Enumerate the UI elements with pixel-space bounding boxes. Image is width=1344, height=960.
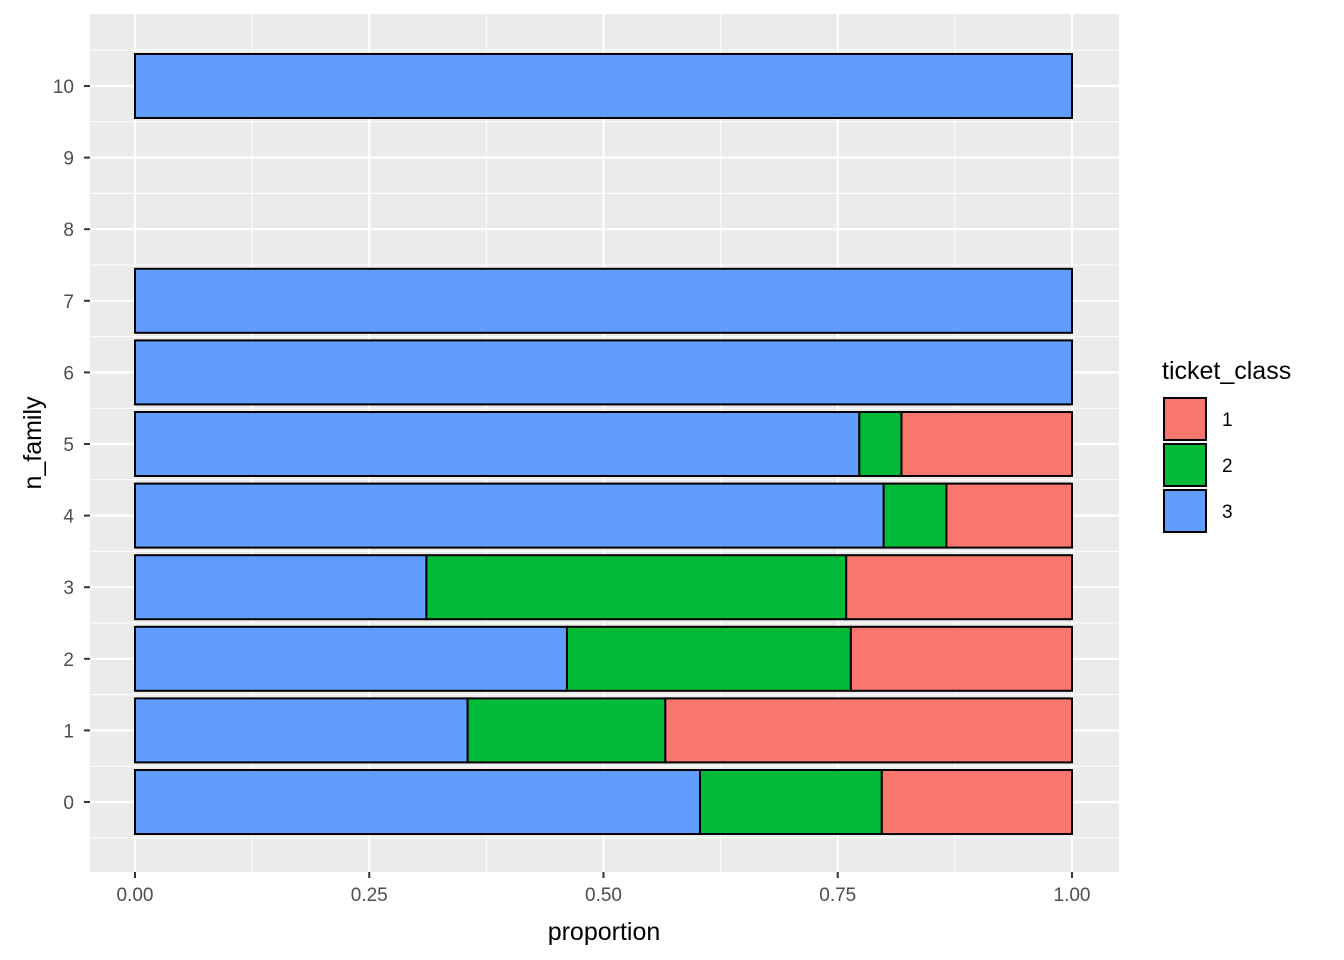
y-tick-label: 10 [53,77,74,98]
legend-title: ticket_class [1162,357,1291,385]
legend-label: 1 [1222,410,1233,431]
x-tick-label: 0.00 [117,885,154,906]
y-tick-label: 3 [63,578,74,599]
x-axis: 0.00 0.25 0.50 0.75 1.00 [117,872,1091,906]
bar-segment-class-3-family-0 [134,769,702,835]
x-tick-label: 1.00 [1054,885,1091,906]
bar-segment-class-3-family-3 [134,554,428,621]
bar-segment-class-2-family-0 [699,769,883,835]
y-axis: 0 1 2 3 4 5 6 7 8 9 10 [53,77,90,814]
legend-key-3 [1163,489,1207,533]
y-tick-label: 4 [63,507,74,528]
y-tick-label: 6 [63,363,74,384]
bar-segment-class-2-family-3 [425,554,848,621]
bar-segment-class-1-family-2 [849,625,1073,692]
legend-label: 2 [1222,456,1233,477]
x-tick-label: 0.50 [585,885,622,906]
bar-segment-class-3-family-6 [134,339,1073,406]
x-axis-title: proportion [548,918,661,946]
legend: ticket_class 1 2 3 [1162,357,1291,533]
bars [134,53,1074,835]
bar-segment-class-2-family-1 [466,697,667,764]
bar-segment-class-1-family-1 [664,697,1073,764]
y-tick-label: 7 [63,292,74,313]
y-tick-label: 0 [63,793,74,814]
bar-segment-class-1-family-5 [900,411,1073,477]
bar-segment-class-3-family-5 [134,411,861,477]
bar-segment-class-3-family-2 [134,625,568,692]
bar-segment-class-2-family-2 [565,625,852,692]
bar-segment-class-2-family-5 [858,411,903,477]
legend-key-1 [1163,397,1207,441]
bar-segment-class-3-family-7 [134,267,1073,334]
legend-label: 3 [1222,502,1233,523]
bar-segment-class-3-family-4 [134,482,885,549]
y-axis-title: n_family [19,396,47,490]
y-tick-label: 1 [63,721,74,742]
y-tick-label: 2 [63,650,74,671]
y-tick-label: 9 [63,149,74,170]
bar-segment-class-1-family-4 [945,482,1074,549]
bar-segment-class-2-family-4 [882,482,948,549]
x-tick-label: 0.75 [819,885,856,906]
legend-key-2 [1163,443,1207,487]
y-tick-label: 5 [63,435,74,456]
bar-segment-class-3-family-10 [134,53,1073,119]
bar-segment-class-1-family-3 [845,554,1073,621]
bar-segment-class-3-family-1 [134,697,469,764]
bar-segment-class-1-family-0 [880,769,1073,835]
x-tick-label: 0.25 [351,885,388,906]
y-tick-label: 8 [63,220,74,241]
